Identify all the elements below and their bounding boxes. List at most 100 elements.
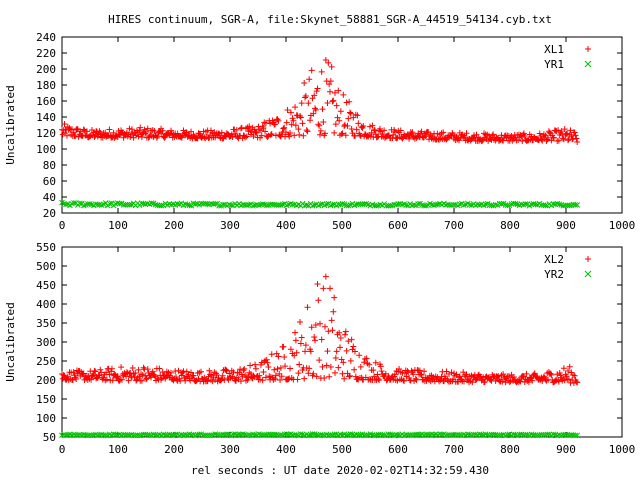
data-point xyxy=(278,373,285,380)
data-point xyxy=(315,121,322,128)
data-point xyxy=(322,323,329,330)
data-point xyxy=(308,324,315,331)
data-point xyxy=(320,285,327,292)
data-point xyxy=(378,368,385,375)
data-point xyxy=(510,431,517,438)
data-point xyxy=(431,202,437,209)
data-point xyxy=(504,202,511,209)
data-point xyxy=(260,368,267,375)
data-point xyxy=(158,202,165,209)
data-point xyxy=(572,432,579,439)
data-point xyxy=(238,124,245,131)
data-point xyxy=(571,372,578,379)
data-point xyxy=(328,317,335,324)
data-point xyxy=(317,127,324,134)
data-point xyxy=(440,129,447,136)
y-tick-label: 350 xyxy=(36,317,56,330)
data-point xyxy=(316,357,323,364)
data-point xyxy=(494,373,501,380)
data-point xyxy=(106,371,113,378)
data-point xyxy=(252,361,259,368)
data-point xyxy=(360,123,367,130)
data-point xyxy=(345,115,352,122)
data-point xyxy=(173,373,180,380)
data-point xyxy=(348,126,355,133)
data-point xyxy=(116,200,123,207)
x-tick-label: 900 xyxy=(556,219,576,232)
data-point xyxy=(264,133,271,140)
data-point xyxy=(418,372,425,379)
y-tick-label: 120 xyxy=(36,127,56,140)
data-point xyxy=(346,372,353,379)
data-point xyxy=(267,131,274,138)
data-point xyxy=(393,135,400,142)
data-point xyxy=(128,126,135,133)
data-point xyxy=(250,202,256,209)
data-point xyxy=(88,376,95,383)
data-point xyxy=(574,202,581,208)
y-tick-label: 100 xyxy=(36,143,56,156)
data-point xyxy=(315,297,322,304)
data-point xyxy=(574,138,581,145)
y-tick-label: 400 xyxy=(36,298,56,311)
x-axis-label: rel seconds : UT date 2020-02-02T14:32:5… xyxy=(191,464,489,477)
data-point xyxy=(260,201,266,208)
data-point xyxy=(144,366,151,373)
data-point xyxy=(224,431,230,438)
data-point xyxy=(340,359,347,366)
data-point xyxy=(347,431,354,437)
data-point xyxy=(287,109,294,116)
data-point xyxy=(208,432,215,439)
data-point xyxy=(438,373,445,380)
data-point xyxy=(308,67,315,74)
data-point xyxy=(547,370,554,377)
x-tick-label: 100 xyxy=(108,443,128,456)
data-point xyxy=(183,129,190,136)
data-point xyxy=(217,377,224,384)
data-point xyxy=(525,379,532,386)
data-point xyxy=(371,373,378,380)
data-point xyxy=(274,365,281,372)
x-tick-label: 1000 xyxy=(609,443,636,456)
data-point xyxy=(277,377,284,384)
data-point xyxy=(321,375,328,382)
data-point xyxy=(72,374,79,381)
data-point xyxy=(161,134,168,141)
data-point xyxy=(253,129,260,136)
data-point xyxy=(418,128,425,135)
data-point xyxy=(346,109,353,116)
data-point xyxy=(327,78,334,85)
data-point xyxy=(292,122,299,129)
data-point xyxy=(60,372,67,379)
data-point xyxy=(571,129,578,136)
data-point xyxy=(337,334,344,341)
data-point xyxy=(113,373,120,380)
data-point xyxy=(487,135,494,142)
data-point xyxy=(341,375,348,382)
data-point xyxy=(521,133,528,140)
legend-marker xyxy=(585,46,591,52)
data-point xyxy=(413,376,420,383)
legend-label: XL1 xyxy=(544,43,564,56)
data-point xyxy=(341,331,348,338)
data-point xyxy=(197,368,204,375)
data-point xyxy=(461,134,468,141)
data-point xyxy=(168,369,175,376)
data-point xyxy=(336,329,343,336)
data-point xyxy=(520,130,527,137)
data-point xyxy=(108,365,115,372)
data-point xyxy=(558,128,565,135)
data-point xyxy=(240,431,246,437)
data-point xyxy=(322,130,329,137)
data-point xyxy=(290,117,297,124)
data-point xyxy=(371,126,378,133)
chart-title: HIRES continuum, SGR-A, file:Skynet_5888… xyxy=(108,13,552,26)
data-point xyxy=(91,134,98,141)
data-point xyxy=(333,348,340,355)
data-point xyxy=(256,372,263,379)
data-point xyxy=(206,367,213,374)
data-point xyxy=(292,104,299,111)
data-point xyxy=(144,125,151,132)
data-point xyxy=(306,365,313,372)
